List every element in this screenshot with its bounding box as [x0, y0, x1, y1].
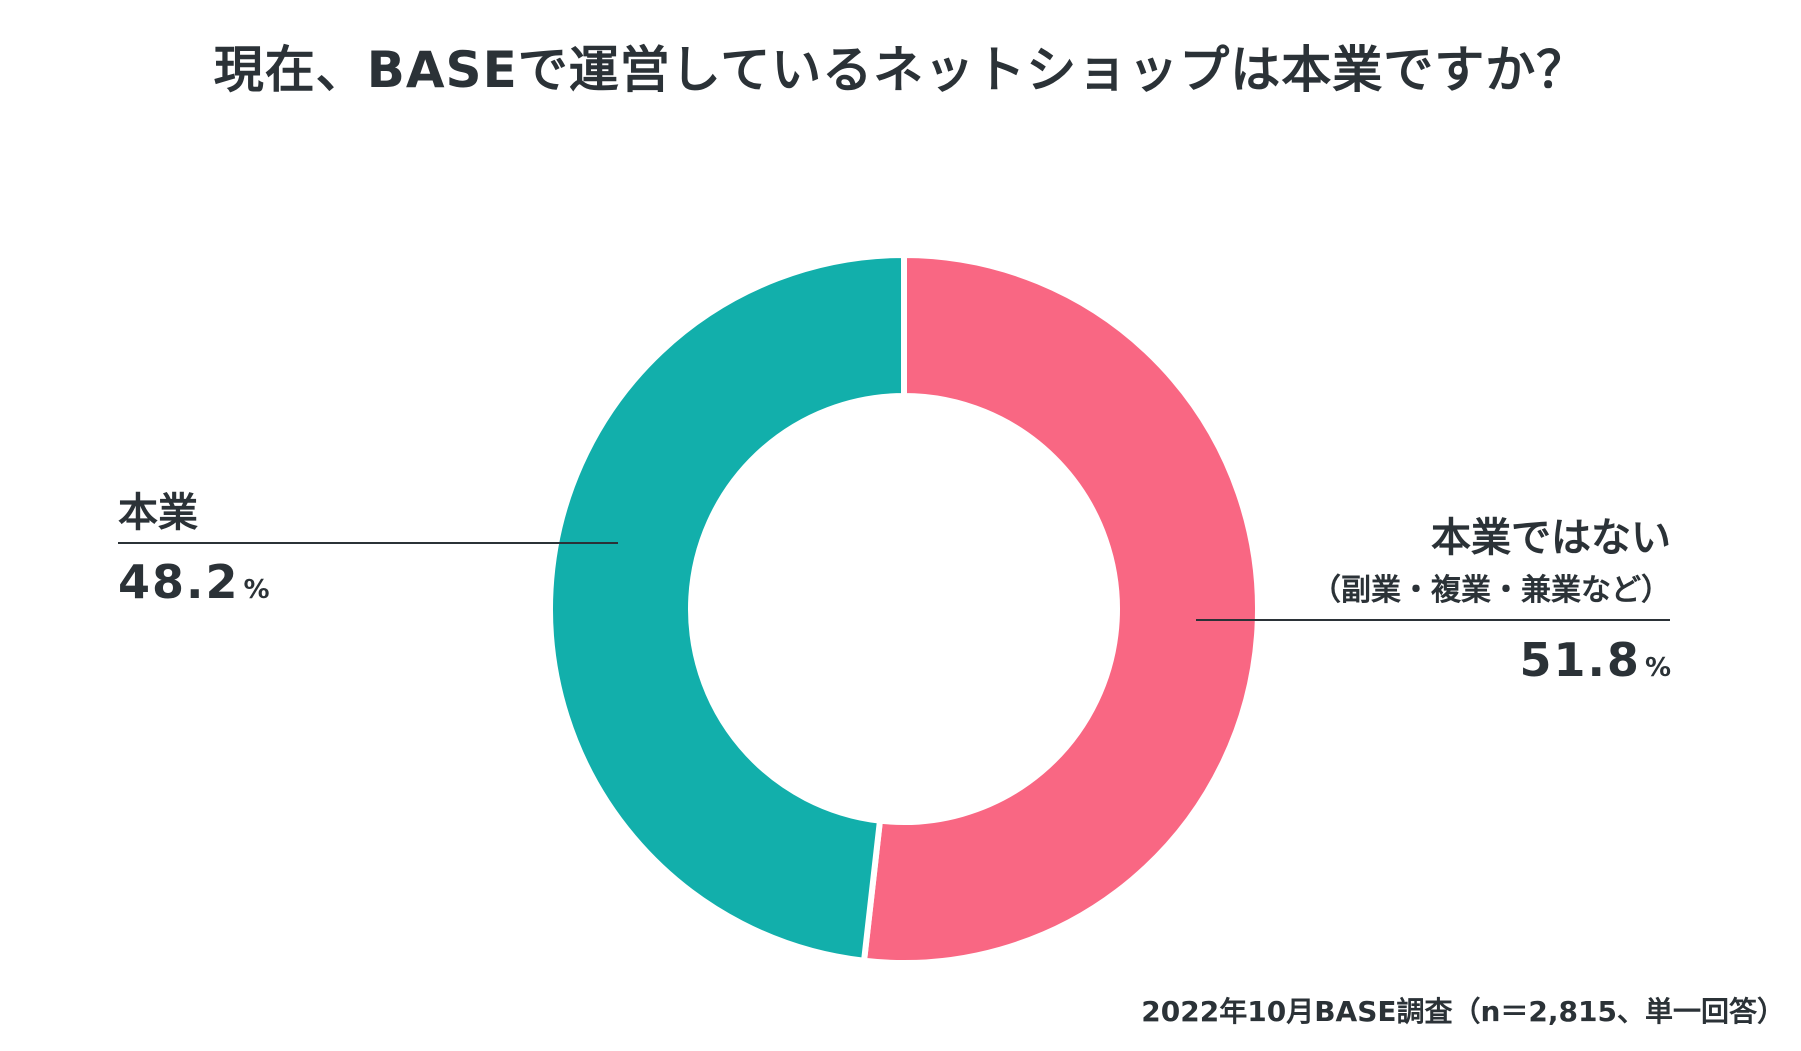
- leader-line-honbgyo: [118, 542, 618, 544]
- slice-label-not-honbgyo: 本業ではない: [1431, 515, 1671, 561]
- chart-title: 現在、BASEで運営しているネットショップは本業ですか？: [213, 41, 1588, 99]
- donut-slice-not-honbgyo: [860, 251, 1261, 966]
- slice-value-unit-honbgyo: %: [243, 575, 270, 605]
- donut-slice-honbgyo: [547, 251, 907, 965]
- source-note: 2022年10月BASE調査（n＝2,815、単一回答）: [1141, 995, 1785, 1028]
- slice-value-not-honbgyo: 51.8%: [1519, 633, 1671, 687]
- slice-value-unit-not-honbgyo: %: [1644, 653, 1671, 683]
- slice-label-honbgyo: 本業: [118, 490, 198, 536]
- leader-line-not-honbgyo: [1196, 619, 1670, 621]
- slice-sublabel-not-honbgyo: （副業・複業・兼業など）: [1311, 573, 1671, 608]
- slice-value-number-honbgyo: 48.2: [118, 555, 240, 609]
- slice-value-number-not-honbgyo: 51.8: [1519, 633, 1641, 687]
- slice-value-honbgyo: 48.2%: [118, 555, 270, 609]
